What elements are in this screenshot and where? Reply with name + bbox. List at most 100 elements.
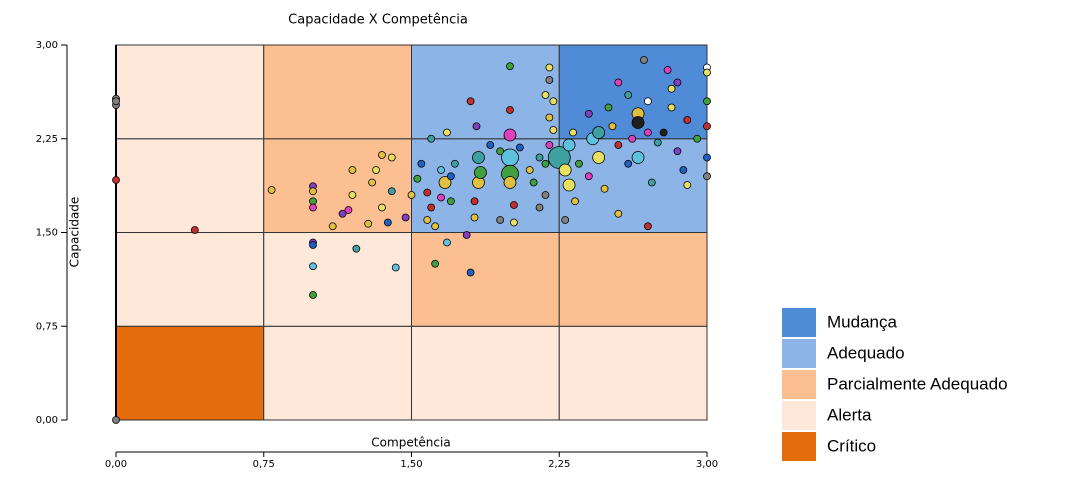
legend-swatch <box>782 370 816 399</box>
point <box>364 219 373 228</box>
point <box>592 126 606 139</box>
zone <box>115 325 265 421</box>
zone <box>558 232 708 327</box>
point <box>383 218 392 227</box>
x-tick-label: 2,25 <box>548 459 570 470</box>
point <box>417 159 426 168</box>
point <box>549 126 558 134</box>
legend-swatch <box>782 308 816 337</box>
zone <box>115 232 265 327</box>
zone <box>263 232 412 327</box>
point <box>391 263 400 272</box>
point <box>683 181 692 189</box>
point <box>562 178 576 192</box>
y-axis-label: Capacidade <box>68 197 82 268</box>
point <box>309 262 317 271</box>
point <box>423 216 432 224</box>
point <box>624 91 633 99</box>
point <box>628 134 637 143</box>
point <box>545 76 554 84</box>
point <box>501 148 519 167</box>
zone <box>263 44 412 140</box>
legend-swatch <box>782 401 816 430</box>
point <box>644 97 652 106</box>
point <box>267 186 276 194</box>
point <box>515 143 524 152</box>
point <box>545 113 554 122</box>
point <box>190 226 199 234</box>
point <box>506 62 514 71</box>
point <box>438 176 452 189</box>
point <box>659 128 668 137</box>
y-tick-label: 1,50 <box>36 228 58 239</box>
point <box>472 122 481 131</box>
zone <box>263 138 412 233</box>
point <box>309 187 317 196</box>
point <box>112 176 120 184</box>
point <box>462 231 471 239</box>
zone <box>411 44 560 140</box>
point <box>443 128 451 137</box>
point <box>112 416 120 424</box>
legend-label: Alerta <box>827 405 872 424</box>
point <box>644 128 652 137</box>
y-tick-label: 0,00 <box>36 415 58 426</box>
point <box>644 222 652 231</box>
point <box>703 97 711 106</box>
zone <box>115 138 265 233</box>
point <box>437 166 445 174</box>
point <box>529 178 538 187</box>
point <box>344 206 353 214</box>
y-tick-label: 2,25 <box>36 134 58 145</box>
point <box>667 103 676 112</box>
point <box>309 241 317 249</box>
point <box>614 141 623 149</box>
point <box>614 209 623 218</box>
point <box>558 163 572 177</box>
point <box>647 178 656 187</box>
point <box>338 209 347 218</box>
x-tick-label: 3,00 <box>696 459 718 470</box>
zone <box>263 325 412 421</box>
x-tick-label: 0,00 <box>105 459 127 470</box>
point <box>472 151 485 164</box>
point <box>631 116 645 129</box>
point <box>309 203 317 212</box>
point <box>348 191 357 199</box>
point <box>592 151 606 164</box>
point <box>608 122 617 131</box>
point <box>525 166 534 174</box>
point <box>352 244 361 253</box>
point <box>446 172 455 181</box>
point <box>535 203 544 212</box>
point <box>703 172 711 181</box>
point <box>407 191 416 199</box>
zone <box>411 325 560 421</box>
point <box>368 178 377 187</box>
zone <box>115 44 265 140</box>
point <box>466 268 475 277</box>
point <box>631 151 645 164</box>
point <box>683 116 692 124</box>
point <box>446 197 455 206</box>
legend-label: Adequado <box>827 343 905 362</box>
point <box>541 91 550 99</box>
point <box>431 259 440 268</box>
point <box>474 166 487 179</box>
point <box>496 216 505 224</box>
point <box>437 193 445 202</box>
point <box>693 134 702 143</box>
point <box>510 218 518 227</box>
point <box>506 106 514 114</box>
point <box>667 84 676 93</box>
zone <box>558 325 708 421</box>
zone <box>411 138 560 233</box>
zone <box>411 232 560 327</box>
point <box>679 166 688 174</box>
x-axis-label: Competência <box>371 436 450 450</box>
point <box>614 78 623 87</box>
point <box>545 141 554 149</box>
point <box>561 216 570 224</box>
point <box>309 291 317 299</box>
